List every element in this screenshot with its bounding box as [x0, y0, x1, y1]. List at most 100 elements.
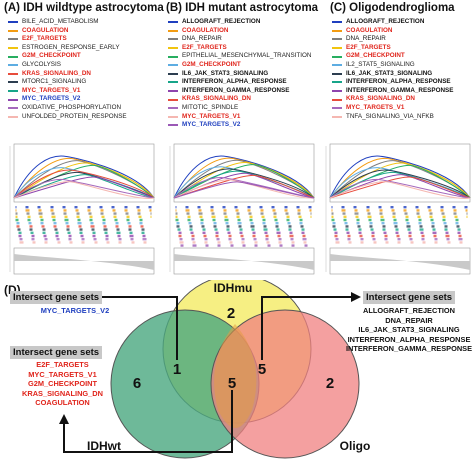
legend-label: G2M_CHECKPOINT: [182, 60, 241, 68]
legend-label: GLYCOLYSIS: [22, 60, 61, 68]
legend-label: KRAS_SIGNALING_DN: [346, 95, 415, 103]
legend-swatch: [332, 72, 342, 75]
legend-swatch: [168, 124, 178, 127]
panel-a-title: (A) IDH wildtype astrocytoma: [4, 2, 164, 14]
legend-item: INTERFERON_ALPHA_RESPONSE: [168, 78, 311, 87]
legend-swatch: [332, 38, 342, 41]
legend-label: MYC_TARGETS_V2: [22, 95, 81, 103]
callout-bottom-left-genes: E2F_TARGETS MYC_TARGETS_V1 G2M_CHECKPOINT K…: [10, 360, 115, 408]
legend-label: OXIDATIVE_PHOSPHORYLATION: [22, 103, 122, 111]
legend-item: INTERFERON_GAMMA_RESPONSE: [168, 87, 311, 96]
gene-set-name: DNA_REPAIR: [385, 315, 433, 325]
gene-set-name: INTERFERON_GAMMA_RESPONSE: [345, 344, 473, 354]
legend-swatch: [168, 90, 178, 93]
callout-bottom-left-title: Intersect gene sets: [10, 346, 103, 359]
running-score-curve: [173, 168, 315, 199]
legend-swatch: [332, 64, 342, 67]
legend-swatch: [8, 47, 18, 50]
count-idhwt-only: 6: [133, 375, 141, 392]
arrowhead-top-right: [351, 292, 361, 302]
legend-swatch: [168, 21, 178, 24]
legend-swatch: [332, 81, 342, 84]
running-score-curve: [329, 155, 471, 199]
legend-label: E2F_TARGETS: [346, 43, 391, 51]
legend-swatch: [332, 107, 342, 110]
legend-item: DNA_REPAIR: [332, 35, 453, 44]
running-score-curve: [329, 162, 471, 199]
running-score-curve: [329, 176, 471, 199]
panel-c-title: (C) Oligodendroglioma: [330, 2, 455, 14]
legend-label: IL6_JAK_STAT3_SIGNALING: [346, 69, 433, 77]
count-idhmu-oligo: 5: [258, 361, 266, 378]
panel-b-legend: ALLOGRAFT_REJECTION COAGULATION DNA_REPAIR…: [168, 18, 311, 130]
running-score-curve: [329, 181, 471, 199]
panel-b-enrichment-plot: [169, 143, 315, 275]
gene-set-name: MYC_TARGETS_V2: [40, 306, 110, 315]
legend-label: ALLOGRAFT_REJECTION: [346, 18, 425, 25]
legend-item: ESTROGEN_RESPONSE_EARLY: [8, 44, 127, 53]
gene-set-name: MYC_TARGETS_V1: [28, 369, 97, 379]
legend-swatch: [332, 21, 342, 24]
legend-label: E2F_TARGETS: [182, 43, 227, 51]
legend-label: ESTROGEN_RESPONSE_EARLY: [22, 43, 120, 51]
ranked-metric-area: [330, 254, 470, 270]
legend-swatch: [168, 64, 178, 67]
legend-label: MYC_TARGETS_V1: [182, 112, 241, 120]
legend-label: INTERFERON_GAMMA_RESPONSE: [346, 86, 454, 94]
panel-c-legend: ALLOGRAFT_REJECTION COAGULATION DNA_REPAIR…: [332, 18, 453, 121]
running-score-curve: [329, 174, 471, 199]
legend-label: MITOTIC_SPINDLE: [182, 103, 239, 111]
legend-swatch: [168, 38, 178, 41]
legend-label: INTERFERON_ALPHA_RESPONSE: [346, 78, 451, 86]
legend-swatch: [332, 90, 342, 93]
gene-set-name: ALLOGRAFT_REJECTION: [363, 306, 455, 315]
running-score-curve: [173, 161, 315, 199]
legend-item: MYC_TARGETS_V1: [8, 87, 127, 96]
count-idhwt-idhmu: 1: [173, 361, 181, 378]
legend-label: INTERFERON_GAMMA_RESPONSE: [182, 86, 290, 94]
legend-item: MYC_TARGETS_V2: [168, 121, 311, 130]
running-score-curve: [13, 155, 155, 199]
running-score-curve: [173, 181, 315, 199]
running-score-curve: [173, 155, 315, 199]
legend-label: INTERFERON_ALPHA_RESPONSE: [182, 78, 287, 86]
legend-label: DNA_REPAIR: [346, 35, 386, 43]
count-all-three: 5: [228, 375, 236, 392]
panel-a-legend: BILE_ACID_METABOLISM COAGULATION E2F_TARGE…: [8, 18, 127, 121]
legend-swatch: [332, 47, 342, 50]
legend-item: TNFA_SIGNALING_VIA_NFKB: [332, 113, 453, 122]
running-score-curve: [13, 181, 155, 199]
legend-swatch: [168, 107, 178, 110]
legend-swatch: [8, 21, 18, 24]
legend-item: COAGULATION: [8, 27, 127, 36]
ranked-metric-area: [14, 254, 154, 270]
legend-item: DNA_REPAIR: [168, 35, 311, 44]
legend-item: E2F_TARGETS: [332, 44, 453, 53]
legend-swatch: [168, 115, 178, 118]
running-score-curve: [173, 159, 315, 199]
arrow-top-right: [261, 296, 355, 360]
ranked-metric-area: [174, 254, 314, 270]
running-score-curve: [329, 178, 471, 199]
gene-set-name: G2M_CHECKPOINT: [28, 379, 97, 389]
legend-item: IL6_JAK_STAT3_SIGNALING: [168, 70, 311, 79]
all-three-overlap: [214, 324, 257, 428]
running-score-curve: [329, 169, 471, 199]
legend-swatch: [168, 55, 178, 58]
panel-b-title: (B) IDH mutant astrocytoma: [166, 2, 319, 14]
legend-item: COAGULATION: [332, 27, 453, 36]
legend-swatch: [8, 107, 18, 110]
gene-set-name: E2F_TARGETS: [36, 360, 89, 369]
running-score-curve: [13, 162, 155, 199]
legend-item: OXIDATIVE_PHOSPHORYLATION: [8, 104, 127, 113]
legend-label: EPITHELIAL_MESENCHYMAL_TRANSITION: [182, 52, 312, 60]
legend-label: IL2_STAT5_SIGNALING: [346, 60, 415, 68]
legend-item: INTERFERON_ALPHA_RESPONSE: [332, 78, 453, 87]
callout-top-right-genes: ALLOGRAFT_REJECTION DNA_REPAIR IL6_JAK_STA…: [344, 306, 474, 354]
legend-item: KRAS_SIGNALING_DN: [168, 95, 311, 104]
legend-swatch: [8, 38, 18, 41]
legend-swatch: [168, 98, 178, 101]
legend-item: G2M_CHECKPOINT: [8, 52, 127, 61]
legend-item: MYC_TARGETS_V1: [168, 113, 311, 122]
running-score-curve: [173, 179, 315, 199]
